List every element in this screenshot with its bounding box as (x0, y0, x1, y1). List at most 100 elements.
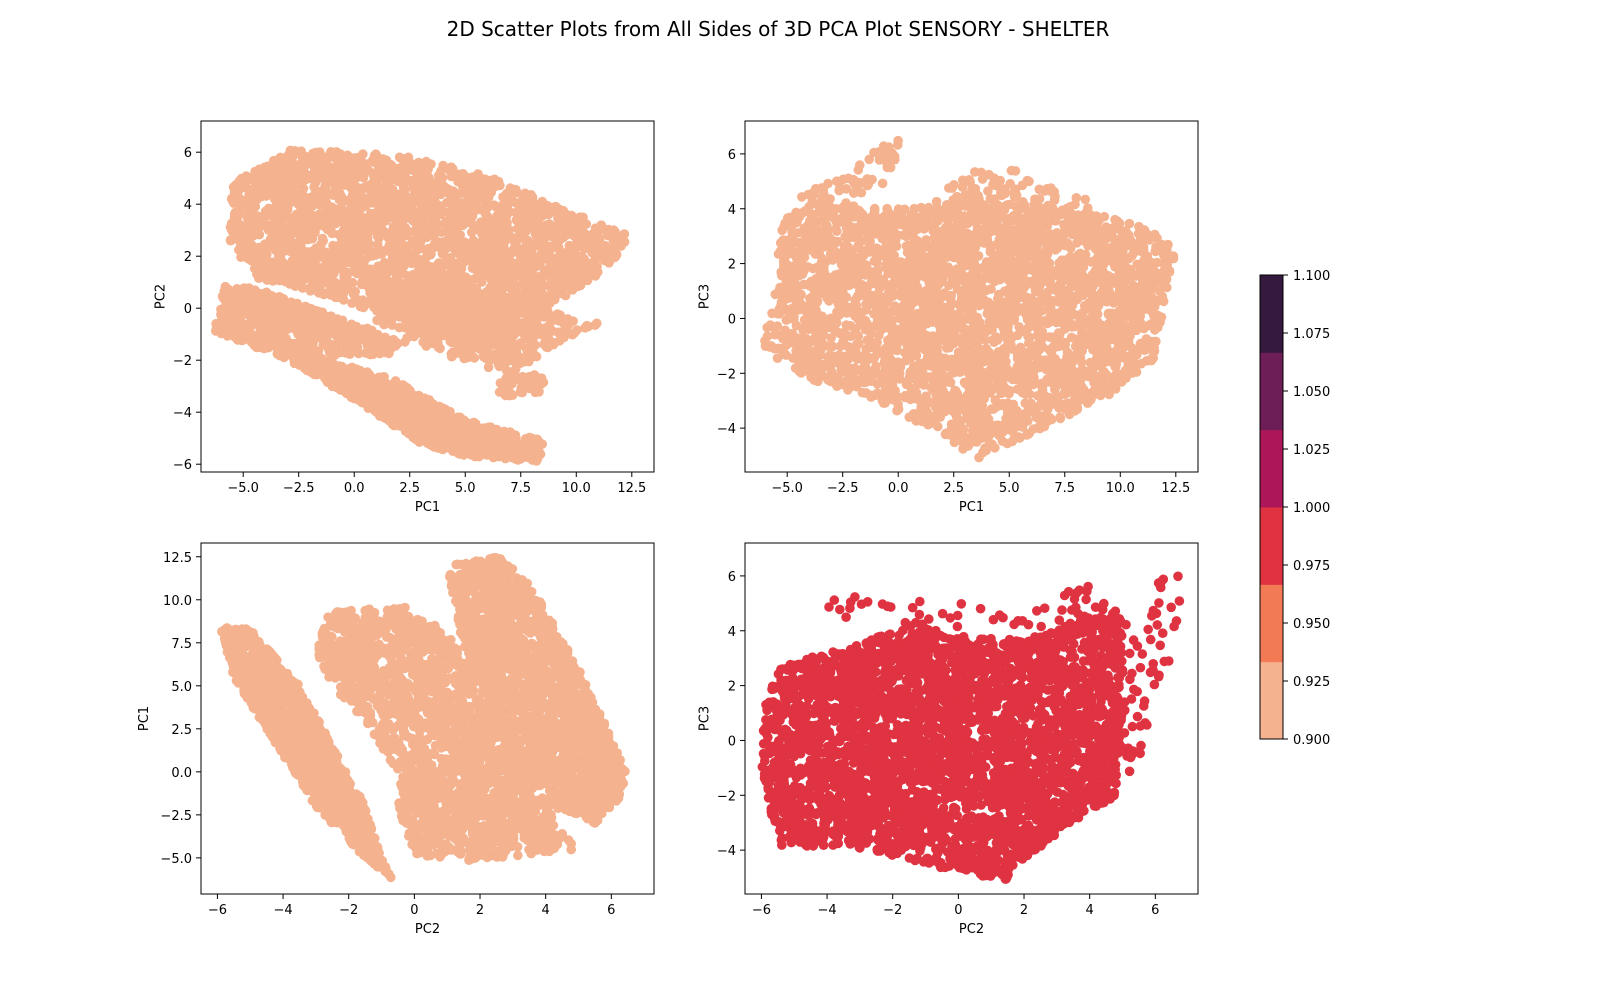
scatter-point (304, 264, 314, 274)
scatter-point (295, 235, 306, 246)
scatter-point (561, 279, 572, 290)
scatter-point (372, 315, 382, 326)
scatter-point (533, 445, 544, 456)
scatter-point (300, 301, 311, 312)
scatter-point (388, 385, 399, 395)
scatter-point (517, 228, 527, 238)
scatter-point (476, 237, 487, 247)
scatter-point (314, 288, 324, 298)
scatter-point (487, 293, 498, 304)
scatter-point (525, 345, 536, 356)
scatter-point (523, 253, 533, 264)
scatter-point (431, 190, 442, 200)
scatter-point (261, 209, 272, 219)
scatter-point (233, 192, 244, 203)
scatter-point (492, 252, 503, 263)
scatter-point (524, 316, 535, 326)
scatter-point (383, 261, 394, 272)
scatter-point (459, 415, 470, 426)
scatter-point (296, 202, 306, 213)
x-tick-label: 0.0 (344, 481, 365, 496)
scatter-point (536, 286, 546, 297)
scatter-point (358, 295, 368, 305)
scatter-point (589, 264, 600, 275)
scatter-point (509, 243, 520, 253)
scatter-point (445, 214, 455, 224)
scatter-point (414, 390, 424, 401)
scatter-point (560, 209, 571, 219)
subplot-1: −5.0 −2.5 0.0 2.5 5.0 7.5 10.0 12.5−6−4−20246PC… (154, 120, 655, 515)
subplot-2: −5.0 −2.5 0.0 2.5 5.0 7.5 10.0 12.5−4−20246PC1P… (698, 120, 1199, 515)
x-tick-label: −5.0 (227, 481, 259, 496)
scatter-point (286, 237, 297, 248)
scatter-point (299, 335, 310, 346)
scatter-point (477, 425, 488, 436)
scatter-point (312, 250, 322, 260)
scatter-point (436, 329, 446, 339)
scatter-point (231, 219, 242, 229)
scatter-point (409, 281, 420, 292)
scatter-point (491, 176, 502, 187)
scatter-point (362, 376, 373, 387)
scatter-point (551, 202, 561, 212)
scatter-point (441, 302, 451, 313)
scatter-point (417, 212, 428, 223)
scatter-point (268, 276, 278, 286)
scatter-point (385, 212, 396, 222)
scatter-point (471, 308, 481, 318)
scatter-point (483, 438, 494, 448)
scatter-point (433, 170, 444, 181)
scatter-point (434, 238, 445, 248)
scatter-point (453, 169, 463, 180)
scatter-point (512, 342, 522, 353)
y-tick-label: 2 (184, 250, 192, 265)
scatter-point (573, 277, 583, 287)
scatter-point (255, 183, 266, 194)
scatter-point (448, 311, 459, 322)
scatter-point (523, 356, 534, 367)
scatter-point (608, 250, 618, 261)
scatter-point (480, 195, 491, 206)
scatter-point (495, 318, 505, 328)
scatter-point (453, 294, 464, 304)
scatter-point (287, 247, 298, 257)
scatter-point (530, 387, 541, 398)
scatter-point (358, 168, 368, 178)
scatter-point (400, 323, 411, 333)
scatter-point (323, 218, 333, 228)
scatter-point (489, 200, 499, 210)
scatter-point (498, 230, 509, 240)
scatter-point (327, 328, 337, 339)
scatter-point (492, 437, 503, 448)
scatter-point (517, 380, 527, 391)
scatter-point (413, 195, 423, 205)
scatter-point (499, 239, 509, 250)
scatter-point (341, 257, 352, 268)
scatter-point (256, 191, 267, 202)
scatter-point (476, 289, 487, 300)
scatter-point (542, 305, 553, 316)
scatter-point (528, 264, 538, 274)
scatter-point (290, 256, 300, 266)
x-tick-label: 5.0 (455, 481, 476, 496)
scatter-point (391, 223, 401, 233)
scatter-point (453, 242, 464, 253)
scatter-point (440, 182, 451, 193)
scatter-point (538, 249, 548, 260)
scatter-point (503, 354, 514, 364)
scatter-point (244, 298, 255, 308)
figure-title: 2D Scatter Plots from All Sides of 3D PC… (447, 17, 1110, 41)
scatter-point (351, 321, 362, 332)
scatter-point (403, 251, 414, 262)
scatter-point (423, 243, 434, 254)
scatter-point (275, 267, 286, 278)
scatter-point (223, 304, 233, 314)
scatter-point (494, 427, 504, 437)
scatter-point (455, 345, 466, 356)
scatter-point (347, 229, 357, 240)
scatter-point (400, 337, 410, 347)
scatter-point (345, 195, 355, 205)
scatter-point (412, 305, 423, 315)
scatter-point (482, 259, 492, 270)
scatter-point (511, 281, 522, 292)
